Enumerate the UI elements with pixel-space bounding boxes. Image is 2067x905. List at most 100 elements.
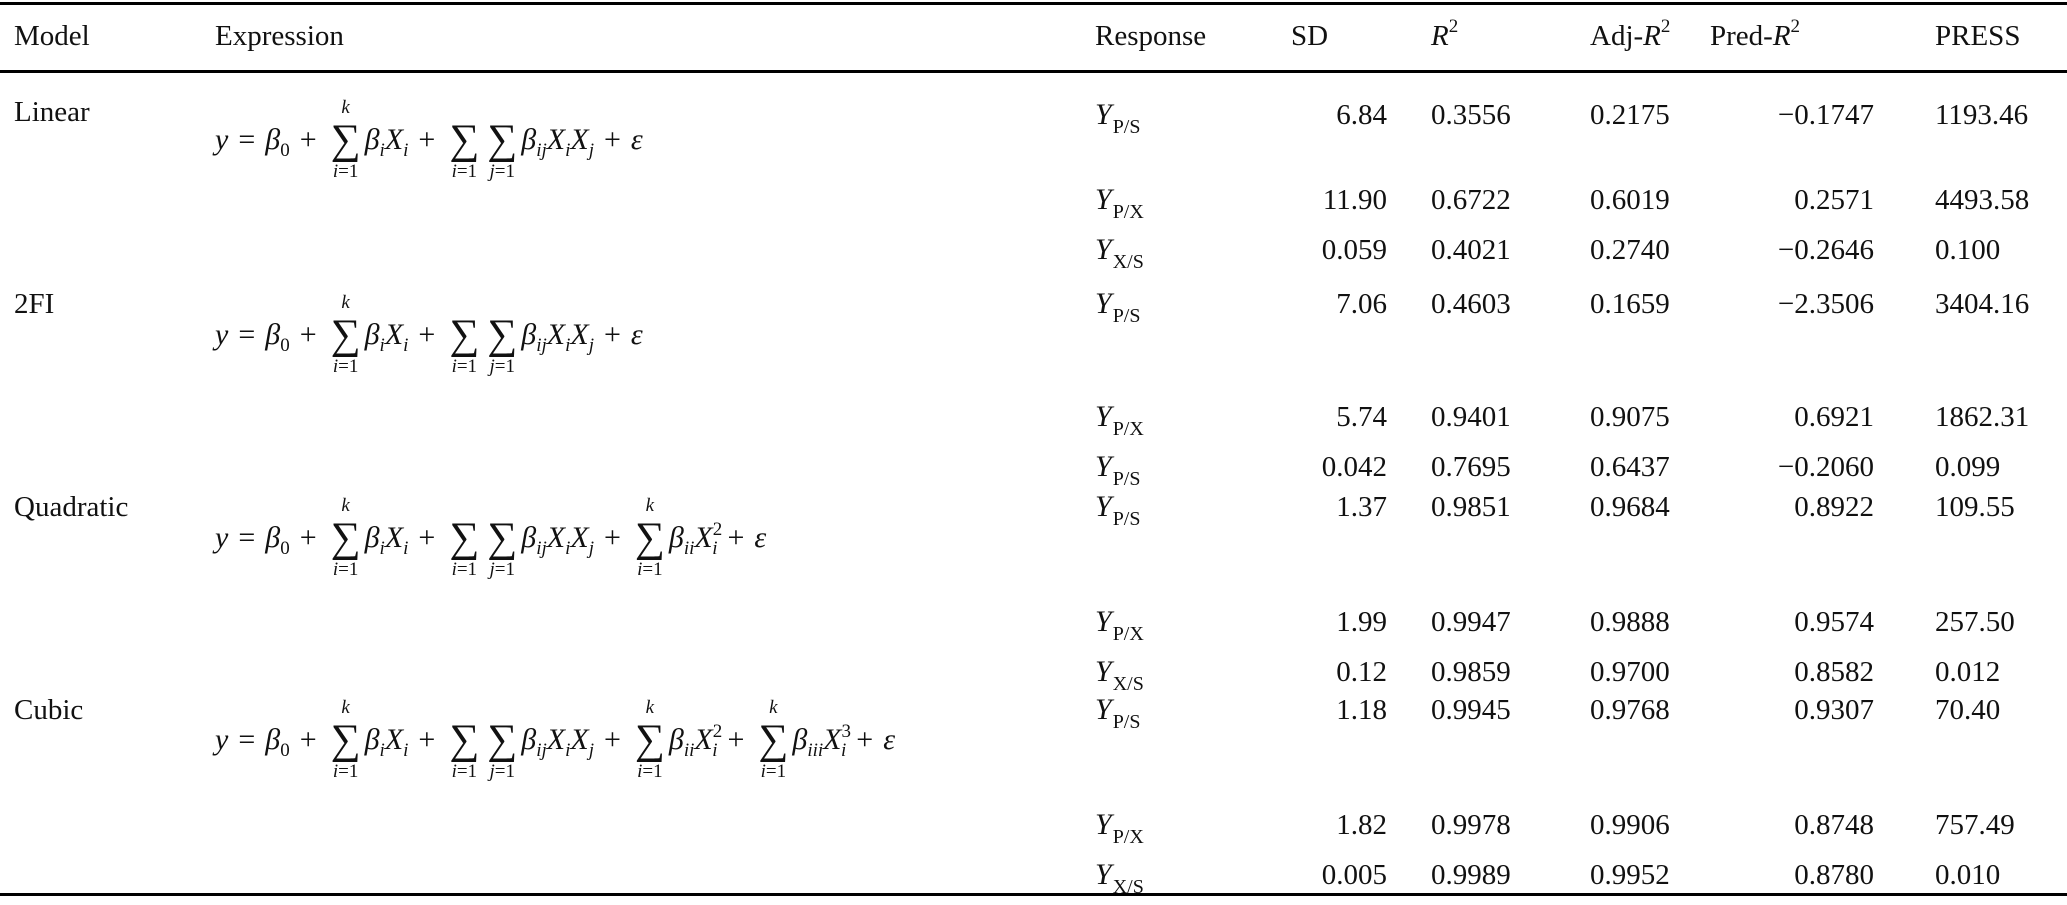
- r2-cell: 0.9401: [1431, 401, 1511, 433]
- header-press: PRESS: [1935, 20, 2021, 52]
- press-cell: 0.012: [1935, 656, 2001, 688]
- response-cell: YP/S: [1095, 450, 1141, 490]
- response-cell: YP/S: [1095, 490, 1141, 530]
- r2-cell: 0.6722: [1431, 184, 1511, 216]
- response-subscript: P/S: [1112, 711, 1141, 733]
- response-cell: YP/X: [1095, 400, 1144, 440]
- adj-cell: 0.2175: [1590, 99, 1670, 131]
- r2-cell: 0.3556: [1431, 99, 1511, 131]
- summation-icon: ∑ i=1: [449, 717, 480, 782]
- sd-cell: 1.99: [1336, 606, 1387, 638]
- r2-cell: 0.4021: [1431, 234, 1511, 266]
- response-symbol: Y: [1095, 287, 1112, 320]
- response-subscript: X/S: [1112, 876, 1144, 898]
- sd-cell: 0.12: [1336, 656, 1387, 688]
- press-cell: 0.100: [1935, 234, 2001, 266]
- response-cell: YP/X: [1095, 808, 1144, 848]
- adj-cell: 0.9075: [1590, 401, 1670, 433]
- press-cell: 0.099: [1935, 451, 2001, 483]
- response-subscript: X/S: [1112, 251, 1144, 273]
- response-symbol: Y: [1095, 808, 1112, 841]
- press-cell: 757.49: [1935, 809, 2015, 841]
- response-cell: YP/S: [1095, 287, 1141, 327]
- response-symbol: Y: [1095, 400, 1112, 433]
- summation-icon: ∑ j=1: [487, 312, 518, 377]
- adj-cell: 0.9684: [1590, 491, 1670, 523]
- r2-cell: 0.9945: [1431, 694, 1511, 726]
- response-cell: YX/S: [1095, 233, 1144, 273]
- r2-cell: 0.9989: [1431, 859, 1511, 891]
- header-response: Response: [1095, 20, 1207, 52]
- press-cell: 4493.58: [1935, 184, 2030, 216]
- model-name-cubic: Cubic: [14, 694, 84, 726]
- press-cell: 257.50: [1935, 606, 2015, 638]
- table-top-rule: [0, 2, 2067, 5]
- response-symbol: Y: [1095, 655, 1112, 688]
- response-subscript: P/X: [1112, 826, 1144, 848]
- response-cell: YX/S: [1095, 858, 1144, 898]
- response-subscript: P/S: [1112, 468, 1141, 490]
- sd-cell: 1.37: [1336, 491, 1387, 523]
- response-symbol: Y: [1095, 858, 1112, 891]
- table-bottom-rule: [0, 893, 2067, 896]
- header-pred-r2: Pred-R2: [1710, 16, 1801, 52]
- sd-cell: 1.82: [1336, 809, 1387, 841]
- model-name-2fi: 2FI: [14, 288, 55, 320]
- sd-cell: 1.18: [1336, 694, 1387, 726]
- sd-cell: 11.90: [1322, 184, 1387, 216]
- response-symbol: Y: [1095, 450, 1112, 483]
- header-expression: Expression: [215, 20, 344, 52]
- press-cell: 70.40: [1935, 694, 2001, 726]
- summation-icon: k ∑ i=1: [330, 292, 361, 377]
- summation-icon: k ∑ i=1: [330, 495, 361, 580]
- adj-cell: 0.9952: [1590, 859, 1670, 891]
- header-adj-r2: Adj-R2: [1590, 16, 1671, 52]
- expression-2fi: y = β0 + k ∑ i=1 βiXi + ∑ i=1 ∑ j=1 βijXiXj + ε: [215, 292, 643, 377]
- summation-icon: ∑ j=1: [487, 117, 518, 182]
- sd-cell: 0.059: [1321, 234, 1387, 266]
- press-cell: 0.010: [1935, 859, 2001, 891]
- pred-cell: 0.8748: [1794, 809, 1874, 841]
- press-cell: 1862.31: [1935, 401, 2030, 433]
- summation-icon: ∑ j=1: [487, 515, 518, 580]
- r2-cell: 0.9851: [1431, 491, 1511, 523]
- response-cell: YP/X: [1095, 183, 1144, 223]
- response-symbol: Y: [1095, 605, 1112, 638]
- sd-cell: 6.84: [1336, 99, 1387, 131]
- pred-cell: 0.6921: [1794, 401, 1874, 433]
- sd-cell: 7.06: [1336, 288, 1387, 320]
- summation-icon: ∑ i=1: [449, 312, 480, 377]
- response-cell: YX/S: [1095, 655, 1144, 695]
- model-name-quadratic: Quadratic: [14, 491, 129, 523]
- header-sd: SD: [1291, 20, 1329, 52]
- pred-cell: −0.1747: [1777, 99, 1874, 131]
- adj-cell: 0.1659: [1590, 288, 1670, 320]
- summation-icon: k ∑ i=1: [330, 697, 361, 782]
- r2-cell: 0.4603: [1431, 288, 1511, 320]
- r2-cell: 0.9859: [1431, 656, 1511, 688]
- press-cell: 3404.16: [1935, 288, 2030, 320]
- pred-cell: 0.9307: [1794, 694, 1874, 726]
- pred-cell: 0.8582: [1794, 656, 1874, 688]
- summation-icon: ∑ i=1: [449, 117, 480, 182]
- pred-cell: 0.9574: [1794, 606, 1874, 638]
- response-subscript: P/X: [1112, 623, 1144, 645]
- table-header-rule: [0, 70, 2067, 73]
- adj-cell: 0.2740: [1590, 234, 1670, 266]
- sd-cell: 5.74: [1336, 401, 1387, 433]
- response-cell: YP/X: [1095, 605, 1144, 645]
- response-subscript: P/S: [1112, 305, 1141, 327]
- sd-cell: 0.042: [1321, 451, 1387, 483]
- response-symbol: Y: [1095, 693, 1112, 726]
- expression-linear: y = β0 + k ∑ i=1 βiXi + ∑ i=1 ∑ j=1 βijXiXj + ε: [215, 97, 643, 182]
- adj-cell: 0.9768: [1590, 694, 1670, 726]
- adj-cell: 0.9700: [1590, 656, 1670, 688]
- adj-cell: 0.6437: [1590, 451, 1670, 483]
- response-cell: YP/S: [1095, 98, 1141, 138]
- press-cell: 1193.46: [1935, 99, 2029, 131]
- response-symbol: Y: [1095, 98, 1112, 131]
- adj-cell: 0.6019: [1590, 184, 1670, 216]
- r2-cell: 0.9947: [1431, 606, 1511, 638]
- pred-cell: −0.2060: [1777, 451, 1874, 483]
- header-model: Model: [14, 20, 90, 52]
